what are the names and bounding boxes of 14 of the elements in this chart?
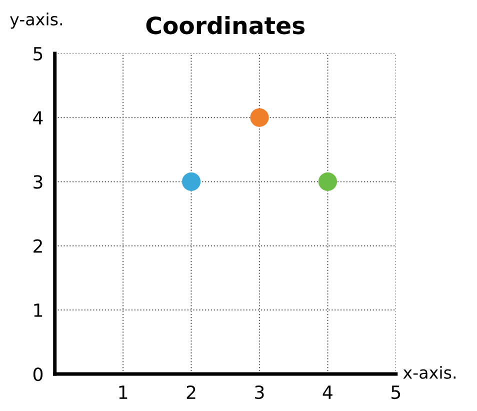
y-tick-label: 1: [34, 304, 42, 317]
y-tick-label: 0: [33, 367, 43, 382]
y-axis-title: y-axis.: [10, 12, 62, 29]
y-tick-label: 2: [34, 239, 42, 253]
y-tick-label: 5: [34, 47, 42, 61]
x-tick-label: 5: [392, 386, 400, 400]
x-tick-label: 2: [186, 385, 196, 399]
x-axis-title: x-axis.: [403, 366, 456, 379]
chart-title: Coordinates: [146, 16, 305, 34]
x-tick-label: 3: [255, 385, 264, 400]
y-tick-label: 3: [34, 175, 42, 189]
x-tick-label: 1: [119, 386, 128, 399]
x-tick-label: 4: [322, 386, 332, 399]
y-tick-label: 4: [33, 111, 43, 124]
